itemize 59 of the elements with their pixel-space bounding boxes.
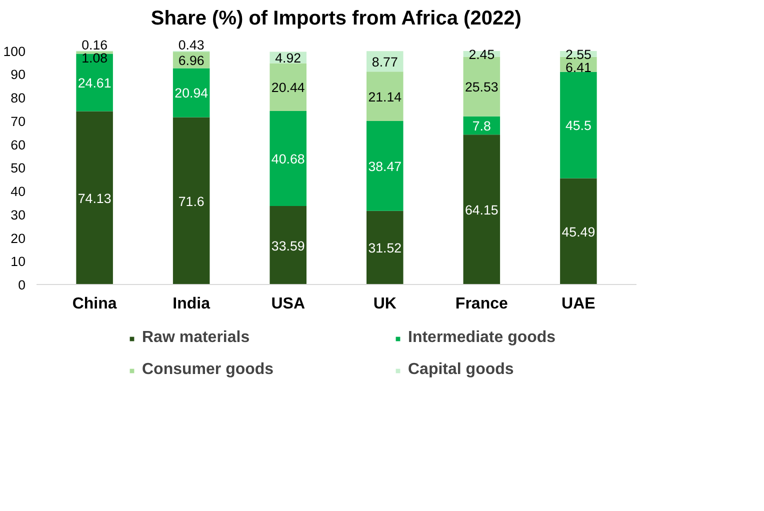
x-tick-label: USA xyxy=(271,296,306,312)
y-tick-label: 20 xyxy=(10,230,26,246)
data-label: 24.61 xyxy=(78,76,112,91)
data-label: 20.44 xyxy=(271,80,306,96)
data-label: 6.96 xyxy=(178,53,204,68)
data-label: 6.41 xyxy=(565,60,592,75)
data-label: 64.15 xyxy=(464,202,498,218)
data-label: 7.8 xyxy=(472,118,491,134)
data-label: 74.13 xyxy=(78,190,112,206)
data-label: 33.59 xyxy=(271,238,305,254)
bar xyxy=(76,111,113,284)
legend-label: Intermediate goods xyxy=(408,329,557,347)
y-tick-label: 90 xyxy=(10,67,26,82)
legend-label: Capital goods xyxy=(408,361,515,379)
y-tick-label: 0 xyxy=(18,278,26,292)
data-label: 20.94 xyxy=(174,86,209,101)
data-label: 31.52 xyxy=(368,240,402,256)
bar xyxy=(366,120,404,211)
bar xyxy=(463,134,500,284)
bar xyxy=(172,68,210,118)
bar xyxy=(270,110,306,206)
data-label: 0.43 xyxy=(178,38,204,53)
y-tick-label: 10 xyxy=(10,254,26,270)
data-label: 45.5 xyxy=(565,118,592,134)
bar xyxy=(76,54,113,112)
y-tick-label: 100 xyxy=(3,44,26,59)
x-tick-label: China xyxy=(72,296,117,312)
x-tick-label: France xyxy=(455,296,508,312)
legend-label: Consumer goods xyxy=(142,361,275,379)
bar xyxy=(172,117,210,284)
bar xyxy=(366,210,404,284)
data-label: 1.08 xyxy=(82,50,108,66)
data-label: 38.47 xyxy=(368,158,402,174)
data-label: 40.68 xyxy=(271,151,305,166)
bar xyxy=(366,72,404,121)
y-tick-label: 60 xyxy=(10,137,26,152)
x-tick-label: India xyxy=(172,296,210,312)
y-tick-label: 50 xyxy=(10,160,26,176)
data-label: 4.92 xyxy=(275,50,302,66)
y-tick-label: 40 xyxy=(10,184,26,200)
y-tick-label: 70 xyxy=(10,114,26,129)
bar xyxy=(560,178,597,284)
data-label: 2.45 xyxy=(468,46,495,62)
data-label: 21.14 xyxy=(368,89,402,104)
y-tick-label: 30 xyxy=(10,207,26,222)
chart-title: Share (%) of Imports from Africa (2022) xyxy=(150,8,522,30)
y-tick-label: 80 xyxy=(10,90,26,106)
bar xyxy=(270,63,306,111)
data-label: 0.16 xyxy=(82,37,108,52)
data-label: 71.6 xyxy=(178,194,204,209)
bar xyxy=(270,206,306,284)
data-label: 2.55 xyxy=(565,46,592,62)
data-label: 25.53 xyxy=(464,80,498,95)
legend-label: Raw materials xyxy=(142,329,251,347)
x-tick-label: UK xyxy=(373,296,397,312)
x-tick-label: UAE xyxy=(562,296,596,312)
data-label: 45.49 xyxy=(562,224,596,240)
bar xyxy=(560,72,597,178)
data-label: 8.77 xyxy=(372,54,398,70)
